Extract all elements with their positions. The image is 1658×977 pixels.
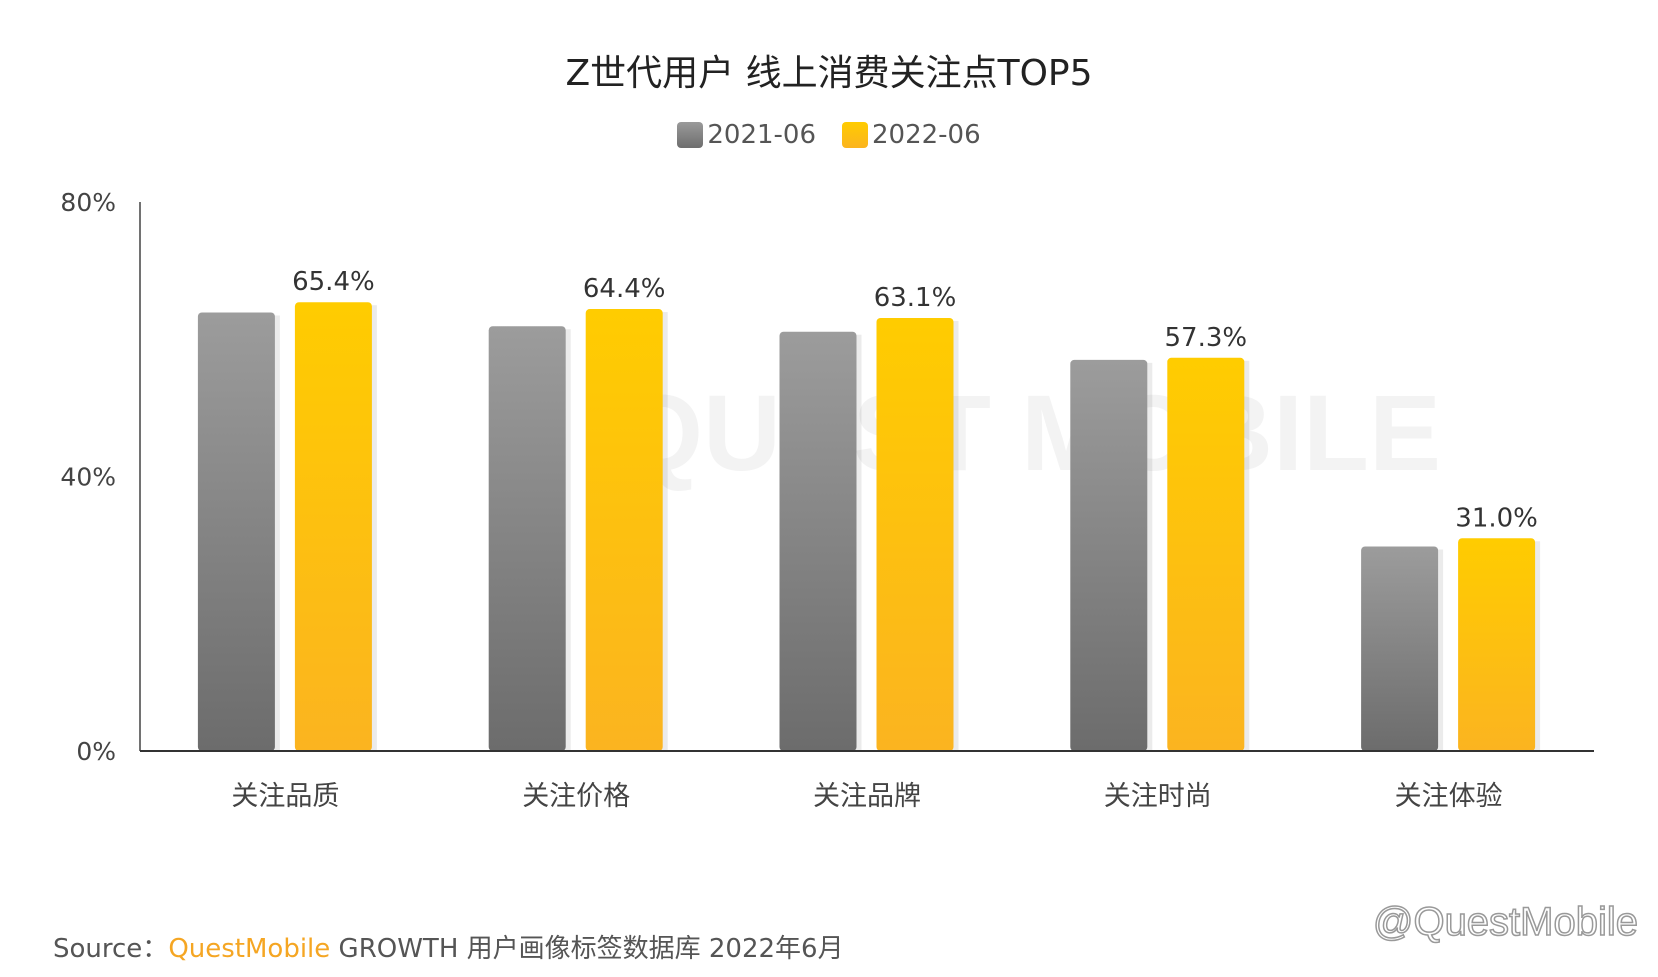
- data-label: 31.0%: [1455, 503, 1538, 533]
- y-tick-label: 0%: [76, 737, 116, 766]
- watermark: @QuestMobile: [1372, 899, 1639, 945]
- bar-2021-06: [779, 331, 857, 751]
- bar-2021-06: [488, 326, 566, 751]
- legend-label: 2021-06: [707, 120, 816, 150]
- bar-2021-06: [1361, 546, 1439, 751]
- chart-title: Z世代用户 线上消费关注点TOP5: [565, 53, 1093, 94]
- legend-swatch-yellow: [842, 122, 868, 148]
- x-tick-label: 关注体验: [1395, 781, 1503, 812]
- source-text: GROWTH 用户画像标签数据库 2022年6月: [330, 934, 844, 964]
- x-tick-label: 关注品牌: [813, 781, 921, 812]
- bar-2022-06: [1458, 538, 1536, 751]
- bar-2022-06: [1167, 357, 1245, 751]
- data-label: 64.4%: [583, 274, 666, 304]
- y-tick-label: 80%: [60, 188, 116, 217]
- bar-2021-06: [197, 312, 275, 751]
- data-label: 63.1%: [874, 283, 957, 313]
- y-tick-label: 40%: [60, 463, 116, 492]
- x-tick-label: 关注品质: [231, 781, 339, 812]
- legend: 2021-06 2022-06: [0, 120, 1658, 150]
- data-label: 57.3%: [1164, 323, 1247, 353]
- legend-item-2022: 2022-06: [842, 120, 981, 150]
- legend-swatch-gray: [677, 122, 704, 148]
- bar-2022-06: [294, 302, 372, 751]
- bar-2022-06: [876, 317, 954, 751]
- x-tick-label: 关注时尚: [1104, 781, 1212, 812]
- x-tick-label: 关注价格: [522, 781, 630, 812]
- source-prefix: Source：: [53, 934, 169, 964]
- background-watermark: QUEST MOBILE: [619, 372, 1441, 493]
- source-note: Source：QuestMobile GROWTH 用户画像标签数据库 2022…: [53, 928, 844, 965]
- bar-2022-06: [585, 309, 663, 751]
- legend-label: 2022-06: [872, 120, 981, 150]
- data-label: 65.4%: [292, 267, 375, 297]
- bar-2021-06: [1070, 359, 1148, 751]
- legend-item-2021: 2021-06: [677, 120, 816, 150]
- source-brand: QuestMobile: [168, 934, 331, 964]
